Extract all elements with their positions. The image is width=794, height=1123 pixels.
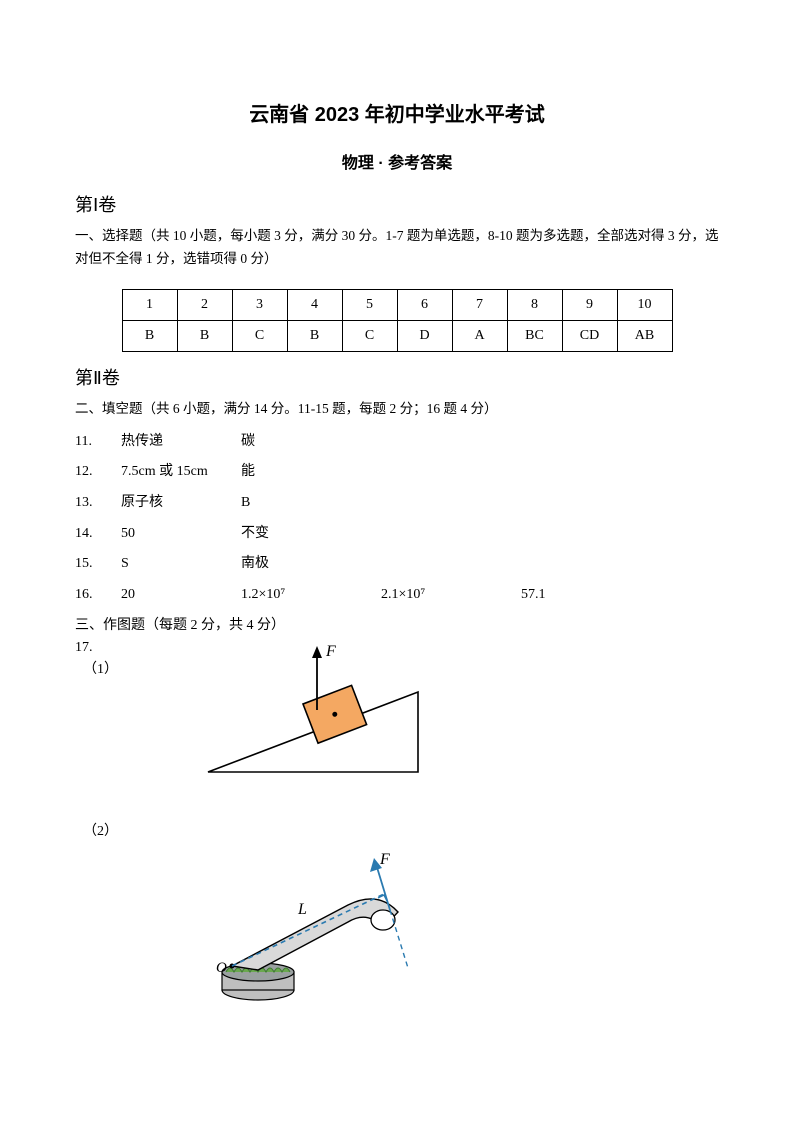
table-cell: D [397, 320, 452, 351]
fill-number: 15. [75, 551, 121, 578]
table-cell: AB [617, 320, 672, 351]
fill-answer: 20 [121, 582, 241, 609]
table-cell: 4 [287, 289, 342, 320]
section-1-heading: 第Ⅰ卷 [75, 191, 719, 217]
table-cell: BC [507, 320, 562, 351]
exam-title: 云南省 2023 年初中学业水平考试 [75, 98, 719, 127]
section-1-instructions: 一、选择题（共 10 小题，每小题 3 分，满分 30 分。1-7 题为单选题，… [75, 225, 719, 271]
sub-question-1: （1） [83, 658, 118, 678]
table-cell: 2 [177, 289, 232, 320]
exam-subtitle: 物理 · 参考答案 [75, 149, 719, 173]
table-cell: B [122, 320, 177, 351]
fill-answer: 南极 [241, 551, 381, 578]
fill-answer: 50 [121, 521, 241, 548]
fill-answer: 碳 [241, 429, 381, 456]
section-2-heading: 第Ⅱ卷 [75, 364, 719, 390]
fill-answer: 2.1×10⁷ [381, 582, 521, 609]
fill-number: 13. [75, 490, 121, 517]
fill-answer: 不变 [241, 521, 381, 548]
fill-answer-row: 13. 原子核 B [75, 490, 719, 517]
table-cell: 7 [452, 289, 507, 320]
fill-answer: 原子核 [121, 490, 241, 517]
table-cell: B [287, 320, 342, 351]
table-cell: 3 [232, 289, 287, 320]
fill-answer: 热传递 [121, 429, 241, 456]
fill-answer-row: 11. 热传递 碳 [75, 429, 719, 456]
fill-answer: B [241, 490, 381, 517]
table-cell: A [452, 320, 507, 351]
fill-answer-row: 15. S 南极 [75, 551, 719, 578]
table-row: 1 2 3 4 5 6 7 8 9 10 [122, 289, 672, 320]
table-cell: B [177, 320, 232, 351]
fill-answer-row: 14. 50 不变 [75, 521, 719, 548]
fill-number: 11. [75, 429, 121, 456]
fill-answer: 7.5cm 或 15cm [121, 459, 241, 486]
table-cell: 10 [617, 289, 672, 320]
fill-answer-row: 16. 20 1.2×10⁷ 2.1×10⁷ 57.1 [75, 582, 719, 609]
table-cell: 1 [122, 289, 177, 320]
answer-table: 1 2 3 4 5 6 7 8 9 10 B B C B C D A BC CD… [122, 289, 673, 352]
figure-17-2: O F L [198, 850, 498, 1010]
sub-question-2: （2） [83, 820, 118, 840]
label-f2: F [379, 851, 390, 868]
fill-answer: S [121, 551, 241, 578]
fill-answer: 能 [241, 459, 381, 486]
table-row: B B C B C D A BC CD AB [122, 320, 672, 351]
fill-answer: 1.2×10⁷ [241, 582, 381, 609]
table-cell: 8 [507, 289, 562, 320]
fill-number: 14. [75, 521, 121, 548]
fill-number: 16. [75, 582, 121, 609]
fill-answer: 57.1 [521, 582, 621, 609]
table-cell: CD [562, 320, 617, 351]
figure-17-1: F [198, 642, 498, 782]
label-l: L [297, 901, 307, 918]
table-cell: 9 [562, 289, 617, 320]
section-3-instructions: 三、作图题（每题 2 分，共 4 分） [75, 614, 719, 634]
fill-answer-row: 12. 7.5cm 或 15cm 能 [75, 459, 719, 486]
section-2-instructions: 二、填空题（共 6 小题，满分 14 分。11-15 题，每题 2 分；16 题… [75, 398, 719, 421]
label-f: F [325, 643, 336, 660]
table-cell: C [342, 320, 397, 351]
table-cell: C [232, 320, 287, 351]
table-cell: 6 [397, 289, 452, 320]
table-cell: 5 [342, 289, 397, 320]
label-o: O [216, 960, 227, 976]
fill-number: 12. [75, 459, 121, 486]
